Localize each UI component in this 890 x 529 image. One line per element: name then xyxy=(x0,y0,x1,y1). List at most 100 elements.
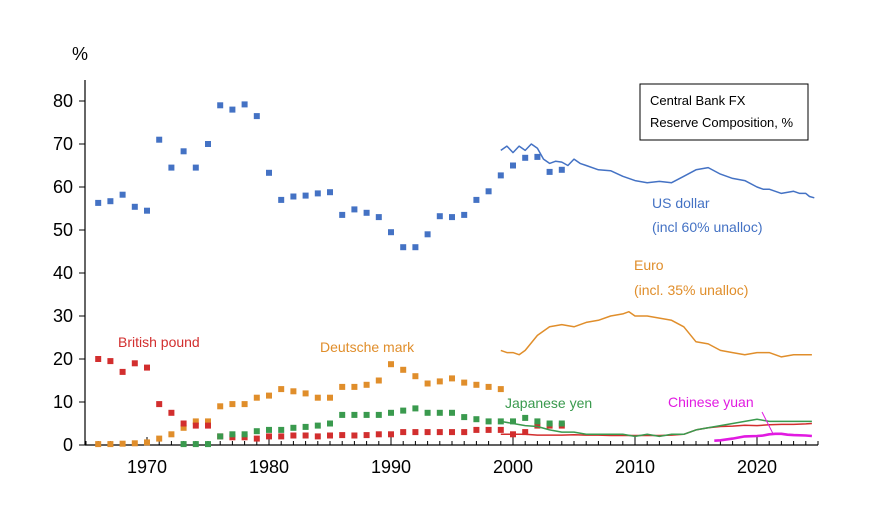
series-deutsche-mark xyxy=(95,361,504,448)
us-dollar-point xyxy=(339,211,346,218)
us-dollar-point xyxy=(290,193,297,200)
japanese-yen-point xyxy=(205,441,211,448)
us-dollar-point xyxy=(497,172,504,179)
deutsche-mark-point xyxy=(107,441,114,448)
us-dollar-point xyxy=(156,136,163,143)
us-dollar-point xyxy=(253,113,260,120)
euro-label: (incl. 35% unalloc) xyxy=(634,282,748,298)
us-dollar-point xyxy=(131,203,138,210)
japanese-yen-line xyxy=(500,418,812,438)
deutsche-mark-point xyxy=(375,377,382,384)
us-dollar-point xyxy=(314,190,321,197)
british-pound-point xyxy=(314,433,321,440)
us-dollar-point xyxy=(192,164,199,171)
british-pound-point xyxy=(266,433,272,440)
us-dollar-point xyxy=(363,209,370,216)
us-dollar-point xyxy=(327,189,333,196)
british-pound-point xyxy=(375,431,382,438)
british-pound-point xyxy=(339,432,346,439)
chinese-yuan-label-pointer xyxy=(761,411,774,434)
deutsche-mark-point xyxy=(156,435,163,442)
british-pound-point xyxy=(119,368,126,375)
deutsche-mark-point xyxy=(436,378,443,385)
japanese-yen-point xyxy=(192,441,199,448)
us-dollar-point xyxy=(546,168,553,175)
deutsche-mark-point xyxy=(473,381,480,388)
british-pound-line xyxy=(500,422,812,437)
deutsche-mark-label: Deutsche mark xyxy=(320,339,415,355)
deutsche-mark-point xyxy=(339,383,346,390)
us-dollar-point xyxy=(278,196,285,203)
us-dollar-point xyxy=(180,148,187,155)
japanese-yen-point xyxy=(510,418,516,425)
us-dollar-point xyxy=(473,196,480,203)
us-dollar-point xyxy=(119,191,126,198)
series-japanese-yen xyxy=(180,405,812,448)
y-axis: 0 10 20 30 40 50 60 70 80 xyxy=(53,80,86,455)
british-pound-point xyxy=(388,431,394,438)
japanese-yen-point xyxy=(424,409,431,416)
deutsche-mark-point xyxy=(412,373,419,380)
us-dollar-point xyxy=(168,164,175,171)
us-dollar-point xyxy=(144,207,150,214)
japanese-yen-point xyxy=(314,422,321,429)
deutsche-mark-point xyxy=(119,440,126,447)
deutsche-mark-point xyxy=(327,394,333,401)
british-pound-point xyxy=(278,433,285,440)
japanese-yen-point xyxy=(290,424,297,431)
japanese-yen-point xyxy=(449,409,455,416)
british-pound-point xyxy=(302,432,309,439)
japanese-yen-point xyxy=(436,409,443,416)
japanese-yen-point xyxy=(180,441,187,448)
us-dollar-point xyxy=(205,141,211,147)
japanese-yen-point xyxy=(327,420,333,427)
us-dollar-point xyxy=(485,188,492,195)
legend-box: Central Bank FX Reserve Composition, % xyxy=(639,83,809,141)
legend-line-2: Reserve Composition, % xyxy=(650,115,793,130)
x-axis: 1970 1980 1990 2000 2010 2020 xyxy=(85,437,819,477)
japanese-yen-point xyxy=(253,428,260,435)
series-british-pound xyxy=(95,356,812,442)
british-pound-point xyxy=(156,401,163,408)
x-tick-label: 2000 xyxy=(493,457,533,477)
japanese-yen-point xyxy=(375,411,382,418)
deutsche-mark-point xyxy=(449,375,455,382)
us-dollar-label: US dollar xyxy=(652,195,710,211)
british-pound-point xyxy=(205,422,211,429)
deutsche-mark-point xyxy=(144,439,150,446)
british-pound-point xyxy=(253,435,260,442)
deutsche-mark-point xyxy=(290,388,297,395)
euro-label: Euro xyxy=(634,257,664,273)
us-dollar-point xyxy=(229,106,236,113)
us-dollar-point xyxy=(388,229,394,236)
japanese-yen-point xyxy=(388,409,394,416)
japanese-yen-point xyxy=(351,411,358,418)
us-dollar-line xyxy=(500,143,815,199)
us-dollar-point xyxy=(412,244,419,251)
deutsche-mark-point xyxy=(497,386,504,393)
british-pound-point xyxy=(168,409,175,416)
x-tick-label: 1980 xyxy=(249,457,289,477)
british-pound-point xyxy=(436,429,443,436)
us-dollar-point xyxy=(241,101,248,108)
us-dollar-point xyxy=(510,162,516,169)
british-pound-point xyxy=(461,429,468,436)
deutsche-mark-point xyxy=(253,394,260,401)
series-us-dollar xyxy=(95,101,815,251)
british-pound-point xyxy=(107,358,114,365)
deutsche-mark-point xyxy=(278,386,285,393)
deutsche-mark-point xyxy=(388,361,394,368)
japanese-yen-point xyxy=(278,426,285,433)
british-pound-point xyxy=(424,429,431,436)
deutsche-mark-point xyxy=(168,431,175,438)
us-dollar-point xyxy=(436,213,443,220)
japanese-yen-point xyxy=(229,431,236,438)
british-pound-point xyxy=(522,429,529,436)
british-pound-point xyxy=(485,426,492,433)
japanese-yen-point xyxy=(461,414,468,421)
japanese-yen-point xyxy=(363,411,370,418)
japanese-yen-point xyxy=(546,420,553,427)
y-tick-label: 0 xyxy=(63,435,73,455)
us-dollar-point xyxy=(400,244,407,251)
y-tick-label: 30 xyxy=(53,306,73,326)
